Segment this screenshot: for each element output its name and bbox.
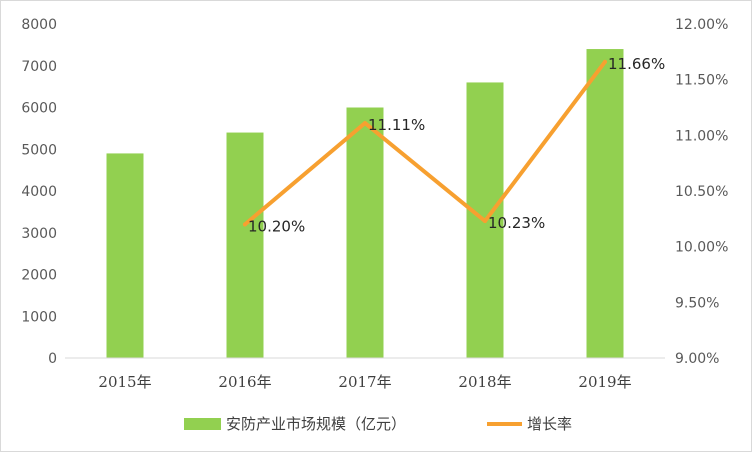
bar	[346, 107, 384, 358]
data-label: 10.23%	[488, 214, 545, 232]
x-tick-label: 2015年	[98, 373, 151, 391]
bar	[226, 132, 264, 358]
left-y-tick-label: 8000	[21, 17, 57, 33]
x-tick-label: 2018年	[458, 373, 511, 391]
left-y-tick-label: 7000	[21, 59, 57, 75]
x-tick-label: 2019年	[578, 373, 631, 391]
line-point	[603, 59, 607, 64]
data-label: 10.20%	[248, 217, 305, 235]
right-y-tick-label: 9.00%	[675, 351, 719, 367]
legend: 安防产业市场规模（亿元） 增长率	[184, 415, 572, 433]
bar-series	[106, 49, 624, 359]
line-point	[483, 219, 487, 224]
left-y-tick-label: 0	[48, 351, 57, 367]
left-y-tick-label: 3000	[21, 226, 57, 242]
right-y-tick-label: 10.00%	[675, 240, 728, 256]
right-y-tick-label: 10.50%	[675, 184, 728, 200]
left-y-tick-label: 1000	[21, 309, 57, 325]
bar	[586, 49, 624, 359]
left-y-tick-label: 6000	[21, 101, 57, 117]
left-y-tick-label: 5000	[21, 142, 57, 158]
left-y-axis: 0 1000 2000 3000 4000 5000 6000 7000 8000	[21, 17, 57, 367]
line-point	[243, 222, 247, 227]
legend-bar-label: 安防产业市场规模（亿元）	[226, 415, 406, 433]
right-y-tick-label: 12.00%	[675, 17, 728, 33]
x-axis: 2015年 2016年 2017年 2018年 2019年	[65, 357, 665, 391]
x-tick-label: 2016年	[218, 373, 271, 391]
growth-rate-line	[243, 59, 607, 227]
line-series: 10.20% 11.11% 10.23% 11.66%	[243, 55, 665, 235]
data-label: 11.66%	[608, 55, 665, 73]
left-y-tick-label: 2000	[21, 268, 57, 284]
legend-line-label: 增长率	[527, 415, 572, 433]
x-tick-label: 2017年	[338, 373, 391, 391]
data-label: 11.11%	[368, 116, 425, 134]
right-y-tick-label: 11.50%	[675, 73, 728, 89]
bar	[106, 153, 144, 358]
right-y-tick-label: 11.00%	[675, 128, 728, 144]
legend-bar-swatch	[184, 418, 221, 430]
right-y-tick-label: 9.50%	[675, 295, 719, 311]
right-y-axis: 9.00% 9.50% 10.00% 10.50% 11.00% 11.50% 12.00%	[675, 17, 728, 367]
left-y-tick-label: 4000	[21, 184, 57, 200]
line-point	[363, 121, 367, 126]
